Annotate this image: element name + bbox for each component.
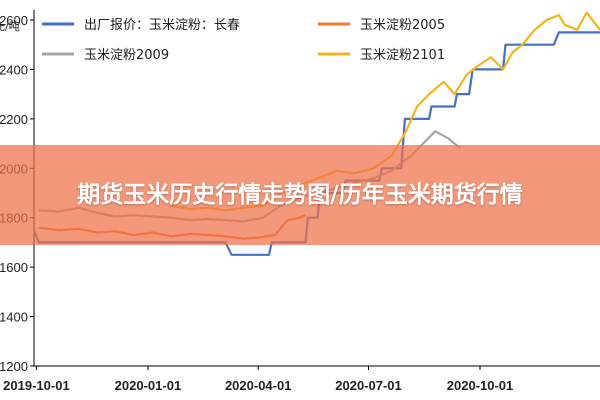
y-tick-label: 1200 xyxy=(0,359,28,374)
y-tick-label: 2600 xyxy=(0,13,28,28)
x-tick-label: 2019-10-01 xyxy=(3,378,70,393)
y-tick-label: 2400 xyxy=(0,62,28,77)
x-tick-label: 2020-04-01 xyxy=(225,378,292,393)
title-banner: 期货玉米历史行情走势图/历年玉米期货行情 xyxy=(0,145,600,245)
legend-label: 玉米淀粉2009 xyxy=(84,48,169,63)
y-tick-label: 1600 xyxy=(0,260,28,275)
x-tick-label: 2020-10-01 xyxy=(447,378,514,393)
legend-label: 玉米淀粉2005 xyxy=(360,18,445,33)
y-unit-label: 元/吨 xyxy=(0,20,20,33)
legend-label: 玉米淀粉2101 xyxy=(360,48,445,63)
x-tick-label: 2020-07-01 xyxy=(335,378,402,393)
chart-legend: 出厂报价：玉米淀粉：长春 玉米淀粉2005 玉米淀粉2009 玉米淀粉2101 xyxy=(42,18,445,63)
y-tick-label: 2200 xyxy=(0,112,28,127)
x-tick-label: 2020-01-01 xyxy=(115,378,182,393)
legend-label: 出厂报价：玉米淀粉：长春 xyxy=(84,18,240,33)
y-tick-label: 1400 xyxy=(0,310,28,325)
banner-title: 期货玉米历史行情走势图/历年玉米期货行情 xyxy=(77,182,523,208)
